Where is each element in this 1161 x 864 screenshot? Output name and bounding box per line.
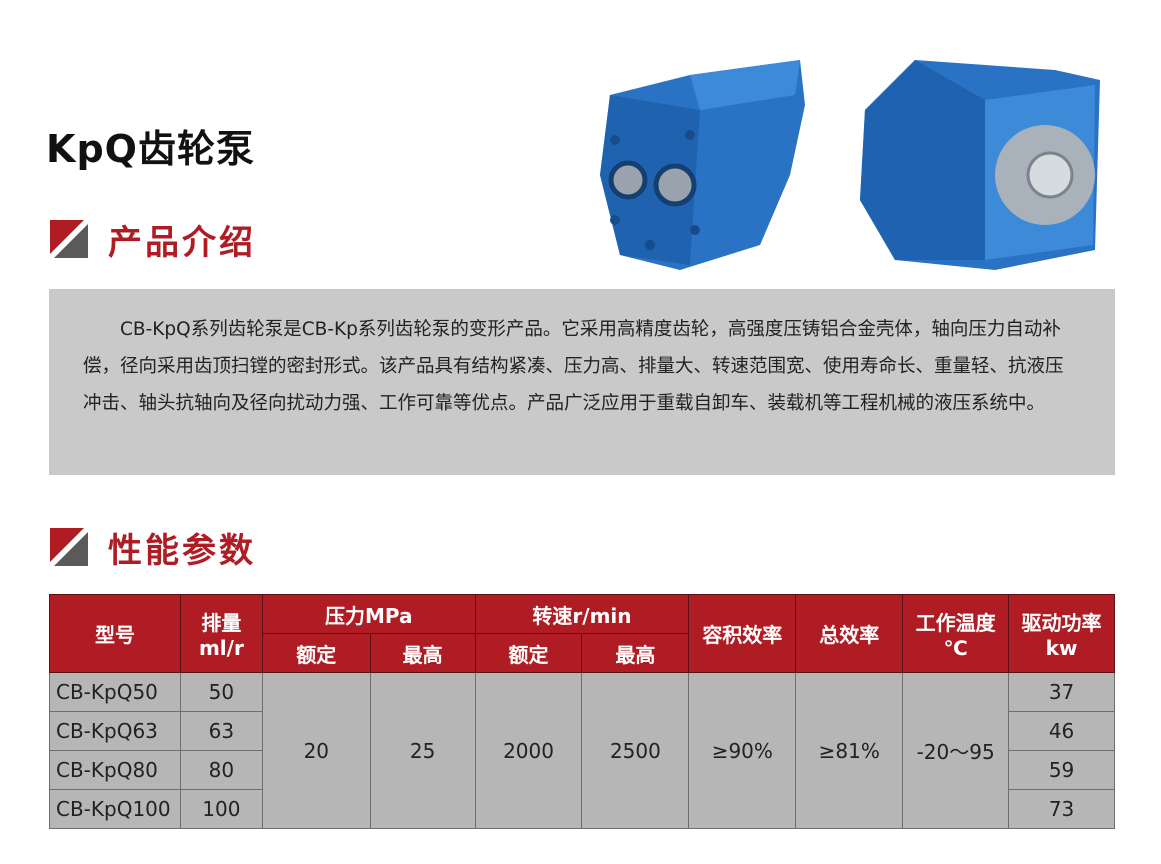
- header-speed-max: 最高: [581, 633, 690, 673]
- section-header-params: 性能参数: [50, 527, 256, 571]
- table-row: CB-KpQ50 50 20 25 2000 2500 ≥90% ≥81% -2…: [49, 672, 1115, 829]
- header-pressure-max: 最高: [369, 633, 476, 673]
- table-row: CB-KpQ80 80 59: [49, 750, 1115, 790]
- header-displacement: 排量 ml/r: [179, 594, 263, 673]
- page-title: KpQ齿轮泵: [46, 127, 255, 171]
- header-power: 驱动功率 kw: [1008, 594, 1115, 673]
- table-row: CB-KpQ100 100 73: [49, 789, 1115, 829]
- cell-temp: -20～95: [902, 672, 1010, 829]
- header-total-eff: 总效率: [795, 594, 904, 673]
- header-speed-rated: 额定: [474, 633, 583, 673]
- cell-speed-max: 2500: [581, 672, 690, 829]
- cell-model: CB-KpQ100: [49, 789, 181, 829]
- cell-model: CB-KpQ63: [49, 711, 181, 751]
- cell-pressure-rated: 20: [261, 672, 371, 829]
- cell-displacement: 100: [179, 789, 263, 829]
- cell-power: 73: [1008, 789, 1115, 829]
- cell-displacement: 63: [179, 711, 263, 751]
- header-pressure: 压力MPa: [261, 594, 476, 634]
- cell-power: 59: [1008, 750, 1115, 790]
- cell-displacement: 80: [179, 750, 263, 790]
- cell-power: 46: [1008, 711, 1115, 751]
- header-model: 型号: [49, 594, 181, 673]
- section-marker-icon: [50, 528, 88, 566]
- header-speed: 转速r/min: [474, 594, 690, 634]
- section-title-intro: 产品介绍: [108, 222, 256, 263]
- cell-model: CB-KpQ80: [49, 750, 181, 790]
- cell-speed-rated: 2000: [474, 672, 583, 829]
- cell-displacement: 50: [179, 672, 263, 712]
- section-marker-icon: [50, 220, 88, 258]
- table-row: CB-KpQ63 63 46: [49, 711, 1115, 751]
- cell-power: 37: [1008, 672, 1115, 712]
- pump-image-shaft: [860, 60, 1100, 270]
- header-vol-eff: 容积效率: [688, 594, 797, 673]
- spec-table: 型号 排量 ml/r 压力MPa 转速r/min 容积效率 总效率 工作温度 ℃ 驱…: [49, 594, 1115, 829]
- cell-model: CB-KpQ50: [49, 672, 181, 712]
- cell-pressure-max: 25: [369, 672, 476, 829]
- section-title-params: 性能参数: [108, 530, 256, 571]
- section-header-intro: 产品介绍: [50, 219, 256, 263]
- intro-text: CB-KpQ系列齿轮泵是CB-Kp系列齿轮泵的变形产品。它采用高精度齿轮，高强度…: [49, 289, 1115, 475]
- pump-image-front: [600, 60, 805, 270]
- cell-vol-eff: ≥90%: [688, 672, 797, 829]
- header-temp: 工作温度 ℃: [902, 594, 1010, 673]
- cell-total-eff: ≥81%: [795, 672, 904, 829]
- header-pressure-rated: 额定: [261, 633, 371, 673]
